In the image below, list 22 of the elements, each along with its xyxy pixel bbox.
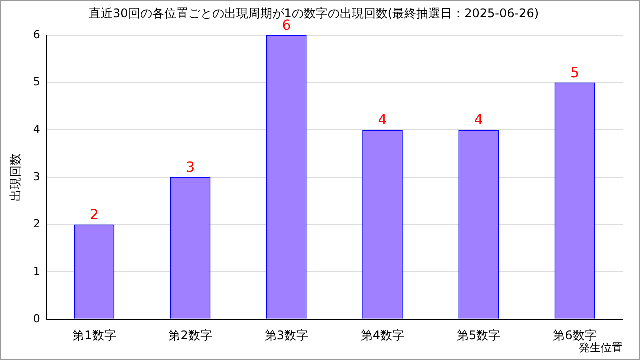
x-axis-title: 発生位置 (579, 341, 623, 354)
y-tick-label: 5 (33, 76, 40, 89)
data-label: 2 (90, 207, 99, 224)
data-label: 5 (570, 65, 580, 82)
x-tick-label: 第5数字 (457, 328, 501, 343)
data-label: 4 (378, 112, 388, 129)
y-axis-title: 出現回数 (8, 153, 22, 202)
y-tick-label: 3 (33, 170, 40, 184)
y-tick-label: 4 (33, 122, 40, 136)
chart-title: 直近30回の各位置ごとの出現周期が1の数字の出現回数(最終抽選日：2025-06-26) (88, 6, 540, 20)
y-tick-label: 1 (33, 264, 40, 278)
data-label: 6 (282, 18, 292, 34)
data-label: 4 (474, 112, 484, 129)
x-tick-label: 第4数字 (360, 328, 405, 343)
y-tick-label: 6 (33, 28, 40, 42)
x-tick-label: 第6数字 (553, 328, 597, 343)
x-tick-label: 第3数字 (264, 328, 308, 343)
data-label: 3 (186, 160, 196, 176)
y-tick-label: 2 (33, 218, 40, 231)
x-tick-label: 第2数字 (168, 328, 212, 343)
y-tick-label: 0 (33, 312, 40, 326)
x-tick-label: 第1数字 (72, 328, 116, 343)
